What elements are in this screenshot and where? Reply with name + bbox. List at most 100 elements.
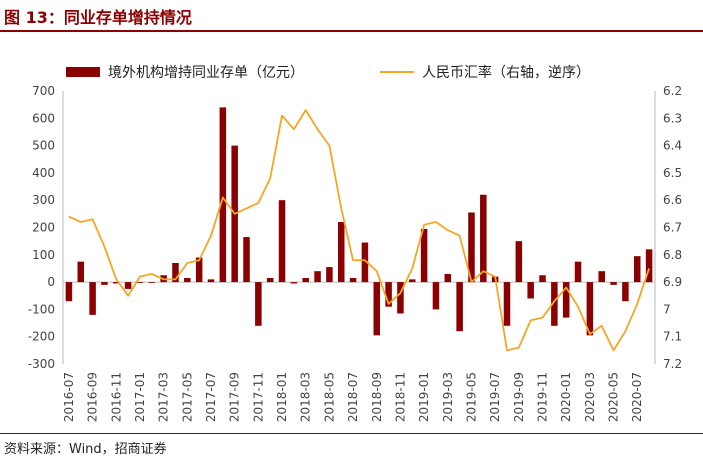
bar-2020-04 (598, 271, 605, 283)
title-bar: 图 13：同业存单增持情况 (0, 0, 703, 32)
x-tick-label: 2017-07 (204, 372, 218, 422)
bar-2018-01 (278, 200, 286, 283)
bar-2018-07 (349, 278, 357, 283)
y-left-tick-label: 600 (32, 111, 55, 125)
bar-2018-08 (361, 242, 369, 283)
bar-2016-07 (65, 282, 73, 302)
exchange-rate-line (68, 109, 650, 352)
y-left-tick-label: 0 (47, 275, 55, 289)
y-left-tick-label: 100 (32, 248, 55, 262)
x-tick-label: 2017-01 (133, 372, 147, 422)
bar-2020-06 (622, 282, 629, 302)
bar-2018-10 (385, 282, 392, 307)
bar-2019-02 (432, 282, 440, 310)
y-right-tick-label: 6.3 (663, 111, 682, 125)
x-tick-label: 2018-05 (322, 372, 336, 422)
chart-title: 图 13：同业存单增持情况 (4, 8, 192, 27)
bar-2017-11 (255, 282, 262, 326)
bar-2017-06 (195, 257, 203, 283)
x-tick-label: 2020-03 (583, 372, 597, 422)
legend-item-bar-series: 境外机构增持同业存单（亿元） (66, 62, 304, 82)
y-right-tick-label: 7.1 (663, 330, 682, 344)
source-divider (0, 433, 703, 434)
y-left-tick-label: 500 (32, 139, 55, 153)
bar-2017-10 (243, 237, 250, 283)
bar-2017-07 (207, 279, 215, 283)
x-tick-label: 2017-11 (251, 372, 265, 422)
legend-swatch-bar (66, 67, 100, 77)
legend-item-line-series: 人民币汇率（右轴，逆序） (380, 62, 590, 82)
bar-2018-06 (337, 222, 345, 283)
bar-2018-12 (409, 279, 416, 283)
title-divider (0, 30, 703, 32)
source-note: 资料来源：Wind，招商证券 (4, 442, 167, 457)
x-tick-label: 2017-09 (228, 372, 242, 422)
bar-2017-08 (219, 107, 227, 283)
y-left-tick-label: -200 (28, 330, 55, 344)
bar-2017-04 (172, 262, 179, 283)
bar-2016-09 (89, 282, 96, 315)
x-tick-label: 2019-03 (441, 372, 455, 422)
bar-2016-10 (101, 282, 108, 285)
bar-2018-02 (290, 282, 298, 284)
legend-swatch-line (380, 71, 414, 73)
bar-2016-08 (77, 261, 85, 283)
y-right-tick-label: 6.5 (663, 166, 682, 180)
x-tick-label: 2018-01 (275, 372, 289, 422)
bar-2020-07 (633, 256, 641, 283)
legend-label-line-series: 人民币汇率（右轴，逆序） (422, 65, 590, 81)
bar-2020-01 (562, 282, 570, 318)
bar-2019-08 (503, 282, 511, 326)
y-right-tick-label: 7.2 (663, 357, 682, 371)
y-left-tick-label: 200 (32, 221, 55, 235)
y-right-tick-label: 6.2 (663, 84, 682, 98)
x-tick-label: 2020-07 (630, 372, 644, 422)
x-tick-label: 2018-11 (393, 372, 407, 422)
bar-2018-03 (302, 278, 309, 283)
x-tick-label: 2017-05 (180, 372, 194, 422)
x-tick-label: 2018-03 (299, 372, 313, 422)
bar-2018-04 (314, 271, 321, 283)
bar-2018-11 (397, 282, 404, 314)
bar-2020-05 (610, 282, 617, 285)
y-right-tick-label: 7 (663, 302, 671, 316)
y-right-tick-label: 6.6 (663, 193, 682, 207)
y-right-tick-label: 6.9 (663, 275, 682, 289)
bar-2016-11 (113, 282, 120, 284)
bar-2019-05 (468, 212, 475, 283)
bar-2017-12 (266, 278, 274, 283)
bar-2020-08 (645, 249, 653, 283)
bar-2019-04 (456, 282, 463, 332)
chart-plot: 700 600 500 400 300 200 100 0 -100 -200 -300 6.2 6.3… (28, 84, 682, 422)
x-tick-label: 2016-07 (62, 372, 76, 422)
bar-2019-01 (420, 228, 428, 283)
chart-legend: 境外机构增持同业存单（亿元） 人民币汇率（右轴，逆序） (0, 62, 703, 84)
bar-2019-10 (527, 282, 534, 299)
bar-2019-11 (539, 275, 546, 283)
y-right-tick-label: 6.8 (663, 248, 682, 262)
y-left-tick-label: -300 (28, 357, 55, 371)
x-tick-label: 2016-11 (109, 372, 123, 422)
bar-2020-02 (574, 261, 582, 283)
x-tick-label: 2019-05 (464, 372, 478, 422)
x-tick-label: 2020-01 (559, 372, 573, 422)
bar-2017-02 (148, 282, 156, 283)
x-tick-label: 2018-09 (370, 372, 384, 422)
y-right-tick-label: 6.7 (663, 221, 682, 235)
x-tick-label: 2019-11 (536, 372, 550, 422)
x-tick-label: 2016-09 (86, 372, 100, 422)
bar-2016-12 (124, 282, 132, 289)
y-left-tick-label: 400 (32, 166, 55, 180)
x-tick-label: 2018-07 (346, 372, 360, 422)
bar-2019-03 (444, 273, 452, 283)
bar-2019-12 (551, 282, 558, 326)
y-left-tick-label: 300 (32, 193, 55, 207)
x-tick-label: 2019-09 (512, 372, 526, 422)
x-tick-label: 2019-01 (417, 372, 431, 422)
y-left-tick-label: -100 (28, 302, 55, 316)
bar-2018-05 (326, 267, 333, 283)
bar-2017-01 (136, 282, 144, 283)
x-tick-label: 2019-07 (488, 372, 502, 422)
y-left-tick-label: 700 (32, 84, 55, 98)
bar-2017-05 (184, 278, 191, 283)
